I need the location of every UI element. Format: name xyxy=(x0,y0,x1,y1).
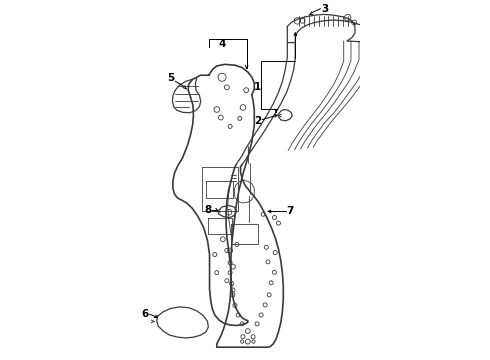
Text: 6: 6 xyxy=(142,309,149,319)
Text: 4: 4 xyxy=(219,39,226,49)
Text: 7: 7 xyxy=(286,206,294,216)
Text: 1: 1 xyxy=(254,82,261,92)
Text: 2: 2 xyxy=(254,116,261,126)
Text: 5: 5 xyxy=(168,73,175,83)
Text: 8: 8 xyxy=(204,205,211,215)
Text: 3: 3 xyxy=(321,4,328,14)
